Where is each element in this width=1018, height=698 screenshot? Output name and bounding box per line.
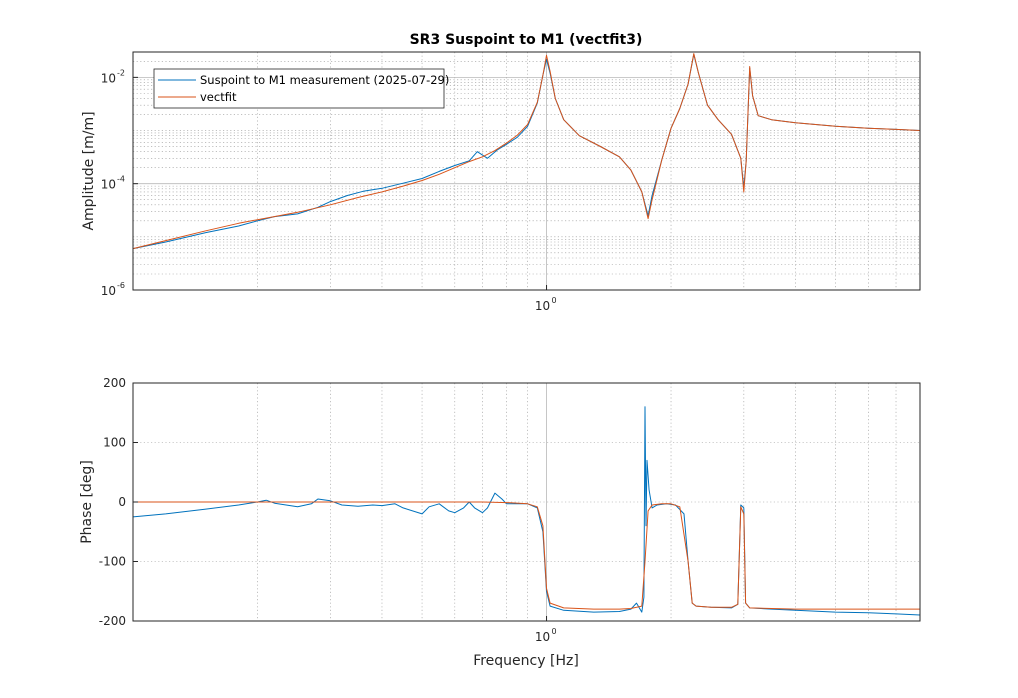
y-tick-exponent: -6 (117, 281, 125, 290)
y-tick-label: 100 (103, 436, 126, 450)
phase-xlabel: Frequency [Hz] (473, 653, 579, 669)
x-tick-exponent: 0 (552, 296, 557, 305)
y-tick-label: -200 (99, 614, 126, 628)
x-tick-label: 10 (535, 299, 550, 313)
legend-label-measurement: Suspoint to M1 measurement (2025-07-29) (200, 73, 449, 87)
series-vectfit-line (133, 501, 920, 610)
x-tick-label: 10 (535, 630, 550, 644)
phase-ylabel: Phase [deg] (79, 460, 95, 544)
y-tick-label: 10 (101, 71, 116, 85)
y-tick-exponent: -2 (117, 68, 125, 77)
y-tick-label: 0 (118, 495, 126, 509)
y-tick-exponent: -4 (117, 175, 125, 184)
chart-title: SR3 Suspoint to M1 (vectfit3) (410, 32, 643, 48)
x-tick-exponent: 0 (552, 627, 557, 636)
amplitude-ylabel: Amplitude [m/m] (81, 111, 97, 230)
legend: Suspoint to M1 measurement (2025-07-29) … (153, 68, 449, 109)
phase-lines (132, 406, 921, 616)
y-tick-label: -100 (99, 555, 126, 569)
y-tick-label: 200 (103, 376, 126, 390)
y-tick-label: 10 (101, 178, 116, 192)
series-vectfit-line (132, 53, 921, 250)
legend-box (153, 68, 445, 109)
amplitude-axes-box (132, 51, 921, 291)
legend-label-vectfit: vectfit (200, 90, 237, 104)
amplitude-lines (132, 53, 921, 250)
y-tick-label: 10 (101, 284, 116, 298)
